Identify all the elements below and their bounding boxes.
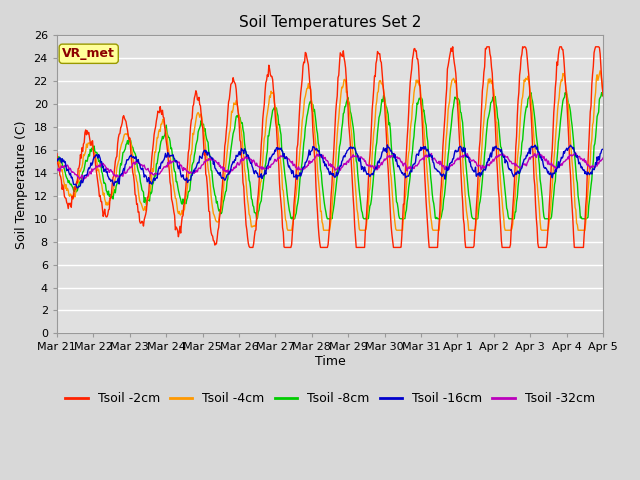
Legend: Tsoil -2cm, Tsoil -4cm, Tsoil -8cm, Tsoil -16cm, Tsoil -32cm: Tsoil -2cm, Tsoil -4cm, Tsoil -8cm, Tsoi… xyxy=(60,387,600,410)
Text: VR_met: VR_met xyxy=(62,47,115,60)
Title: Soil Temperatures Set 2: Soil Temperatures Set 2 xyxy=(239,15,421,30)
X-axis label: Time: Time xyxy=(315,355,346,368)
Y-axis label: Soil Temperature (C): Soil Temperature (C) xyxy=(15,120,28,249)
